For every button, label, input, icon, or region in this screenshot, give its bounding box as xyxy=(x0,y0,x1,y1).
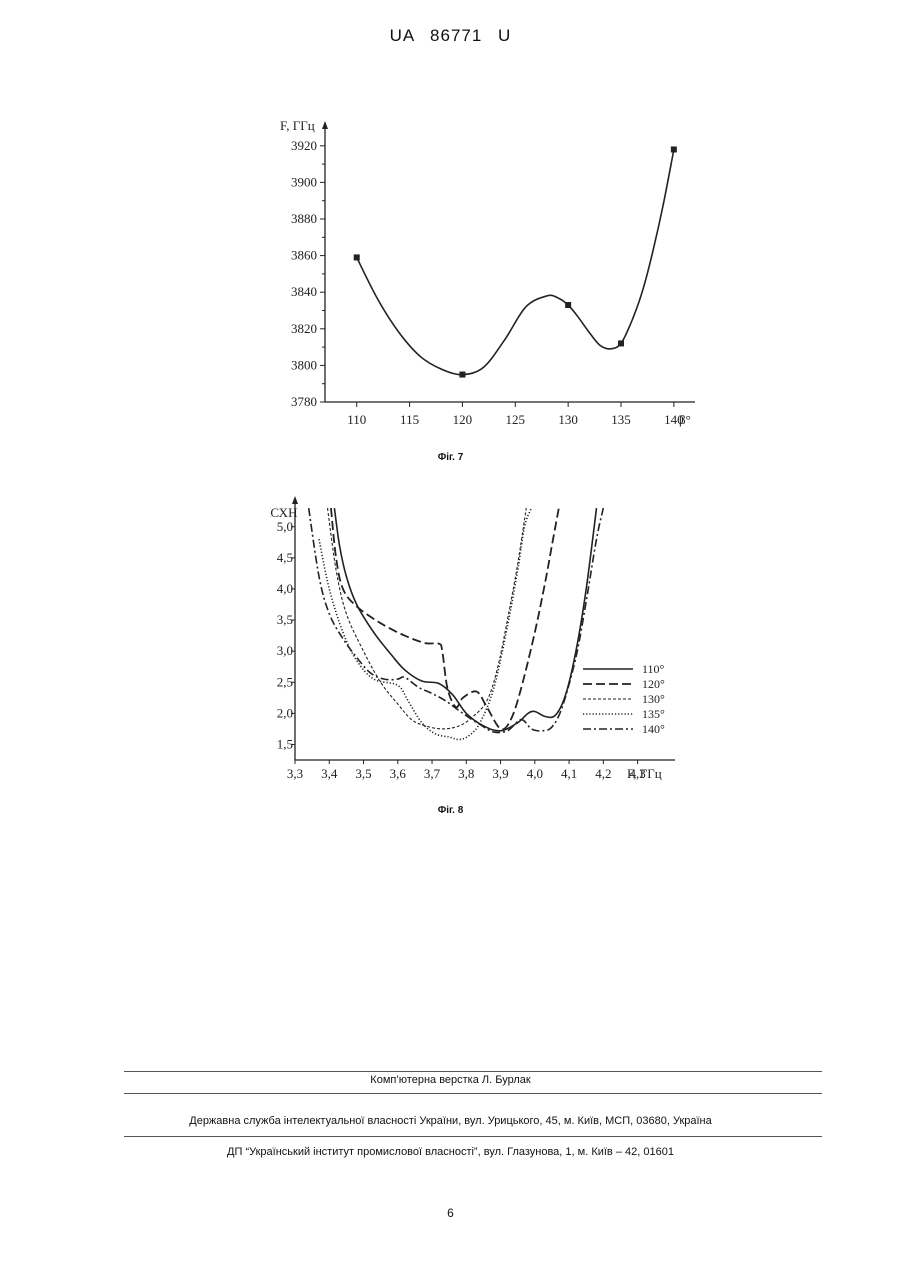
series-line-2 xyxy=(328,508,527,729)
x-tick-label: 3,7 xyxy=(424,766,441,781)
x-tick-label: 135 xyxy=(611,412,631,427)
institute-address: ДП “Український інститут промислової вла… xyxy=(0,1146,901,1158)
layout-credit: Комп’ютерна верстка Л. Бурлак xyxy=(0,1074,901,1086)
x-tick-label: 3,4 xyxy=(321,766,338,781)
y-tick-label: 2,5 xyxy=(277,674,293,689)
x-tick-label: 130 xyxy=(558,412,578,427)
y-tick-label: 2,0 xyxy=(277,705,293,720)
y-axis-label: F, ГГц xyxy=(280,118,315,133)
figure-8: 1,5 2,0 2,5 3,0 3,5 4,0 4,5 5,0 3,3 3,4 3,5 3,6 3,7 3… xyxy=(270,495,710,795)
figure-7-caption: Фіг. 7 xyxy=(0,452,901,463)
legend-label-4: 140° xyxy=(642,722,665,736)
legend-label-1: 120° xyxy=(642,677,665,691)
x-tick-label: 4,2 xyxy=(595,766,611,781)
footer-rule-bottom xyxy=(124,1136,822,1137)
data-point-marker xyxy=(671,146,677,152)
figure-8-caption: Фіг. 8 xyxy=(0,805,901,816)
footer-rule-middle xyxy=(124,1093,822,1094)
x-tick-label: 120 xyxy=(453,412,473,427)
x-tick-label: 125 xyxy=(506,412,526,427)
y-tick-label: 3,0 xyxy=(277,643,293,658)
y-axis-arrow xyxy=(322,121,328,129)
agency-address: Державна служба інтелектуальної власност… xyxy=(0,1115,901,1127)
data-point-marker xyxy=(618,340,624,346)
figure-7: 3780 3800 3820 3840 3860 3880 3900 3920 110 115 12… xyxy=(250,108,710,438)
y-tick-label: 3900 xyxy=(291,174,317,189)
y-tick-label: 3780 xyxy=(291,394,317,409)
frequency-curve xyxy=(357,150,674,375)
x-tick-label: 3,3 xyxy=(287,766,303,781)
figure-8-chart: 1,5 2,0 2,5 3,0 3,5 4,0 4,5 5,0 3,3 3,4 3,5 3,6 3,7 3… xyxy=(270,495,710,795)
y-axis-label: КСХН xyxy=(270,505,297,520)
y-tick-label: 4,0 xyxy=(277,581,293,596)
document-number: UA 86771 U xyxy=(0,26,901,46)
page-number: 6 xyxy=(0,1206,901,1220)
y-tick-label: 3880 xyxy=(291,211,317,226)
legend-label-2: 130° xyxy=(642,692,665,706)
y-tick-label: 3840 xyxy=(291,284,317,299)
x-tick-label: 3,5 xyxy=(355,766,371,781)
x-tick-label: 110 xyxy=(347,412,366,427)
x-tick-label: 3,6 xyxy=(390,766,407,781)
x-tick-label: 3,8 xyxy=(458,766,474,781)
y-tick-label: 3820 xyxy=(291,321,317,336)
y-tick-label: 3,5 xyxy=(277,612,293,627)
x-axis-label: F, ГГц xyxy=(627,766,662,781)
x-tick-label: 3,9 xyxy=(492,766,508,781)
series-line-3 xyxy=(319,508,531,739)
y-tick-label: 3860 xyxy=(291,248,317,263)
x-tick-label: 115 xyxy=(400,412,419,427)
figure-7-chart: 3780 3800 3820 3840 3860 3880 3900 3920 110 115 12… xyxy=(250,108,710,438)
y-tick-label: 5,0 xyxy=(277,519,293,534)
y-tick-label: 3800 xyxy=(291,357,317,372)
legend-label-3: 135° xyxy=(642,707,665,721)
y-tick-label: 1,5 xyxy=(277,736,293,751)
y-tick-label: 4,5 xyxy=(277,550,293,565)
x-tick-label: 4,0 xyxy=(527,766,543,781)
data-point-marker xyxy=(354,254,360,260)
y-tick-label: 3920 xyxy=(291,138,317,153)
footer-rule-top xyxy=(124,1071,822,1072)
legend-label-0: 110° xyxy=(642,662,665,676)
data-point-marker xyxy=(565,302,571,308)
x-tick-label: 4,1 xyxy=(561,766,577,781)
y-axis-arrow xyxy=(292,496,298,504)
x-axis-label: β° xyxy=(679,412,691,427)
data-point-marker xyxy=(459,372,465,378)
